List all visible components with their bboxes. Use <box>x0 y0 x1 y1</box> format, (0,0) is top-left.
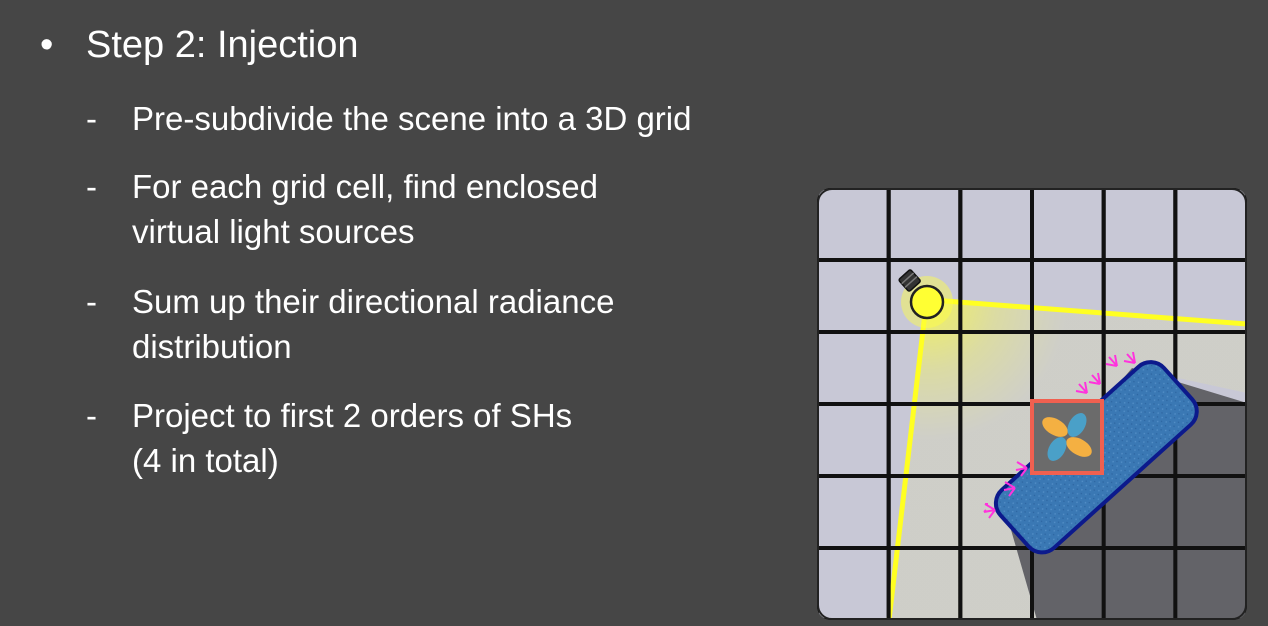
dash-marker: - <box>86 100 97 137</box>
dash-marker: - <box>86 283 97 320</box>
grid-cell <box>819 262 887 330</box>
sub-bullet-text: (4 in total) <box>132 442 279 479</box>
grid-cell <box>890 190 959 258</box>
grid-cell <box>819 406 887 474</box>
grid-cell <box>819 190 887 258</box>
sub-bullet-text: For each grid cell, find enclosed <box>132 168 598 205</box>
light-ray-upper <box>931 297 1247 327</box>
sub-bullet-text: virtual light sources <box>132 213 415 250</box>
shadow-region <box>1007 368 1247 620</box>
grid-cell <box>1177 190 1245 258</box>
grid-cell <box>819 334 887 402</box>
slide-heading: Step 2: Injection <box>86 24 359 66</box>
main-bullet: • Step 2: Injection <box>40 22 359 68</box>
dash-marker: - <box>86 397 97 434</box>
grid-cell <box>1105 190 1174 258</box>
grid-cell <box>1034 190 1102 258</box>
sub-bullet-text: distribution <box>132 328 292 365</box>
sub-bullet-text: Project to first 2 orders of SHs <box>132 397 573 434</box>
bullet-dot: • <box>40 24 54 66</box>
sub-bullet-text: Pre-subdivide the scene into a 3D grid <box>132 100 692 137</box>
light-ray-lower <box>886 312 928 620</box>
dash-marker: - <box>86 168 97 205</box>
light-bulb-icon <box>898 269 953 328</box>
highlighted-grid-cell <box>1030 399 1104 475</box>
sh-lobes-icon <box>1042 413 1092 461</box>
light-region <box>887 300 1247 620</box>
sub-bullet-text: Sum up their directional radiance <box>132 283 615 320</box>
grid-cell <box>962 190 1030 258</box>
grid-cell <box>819 550 887 618</box>
lpv-injection-figure <box>817 188 1247 620</box>
grid-cell <box>819 478 887 546</box>
